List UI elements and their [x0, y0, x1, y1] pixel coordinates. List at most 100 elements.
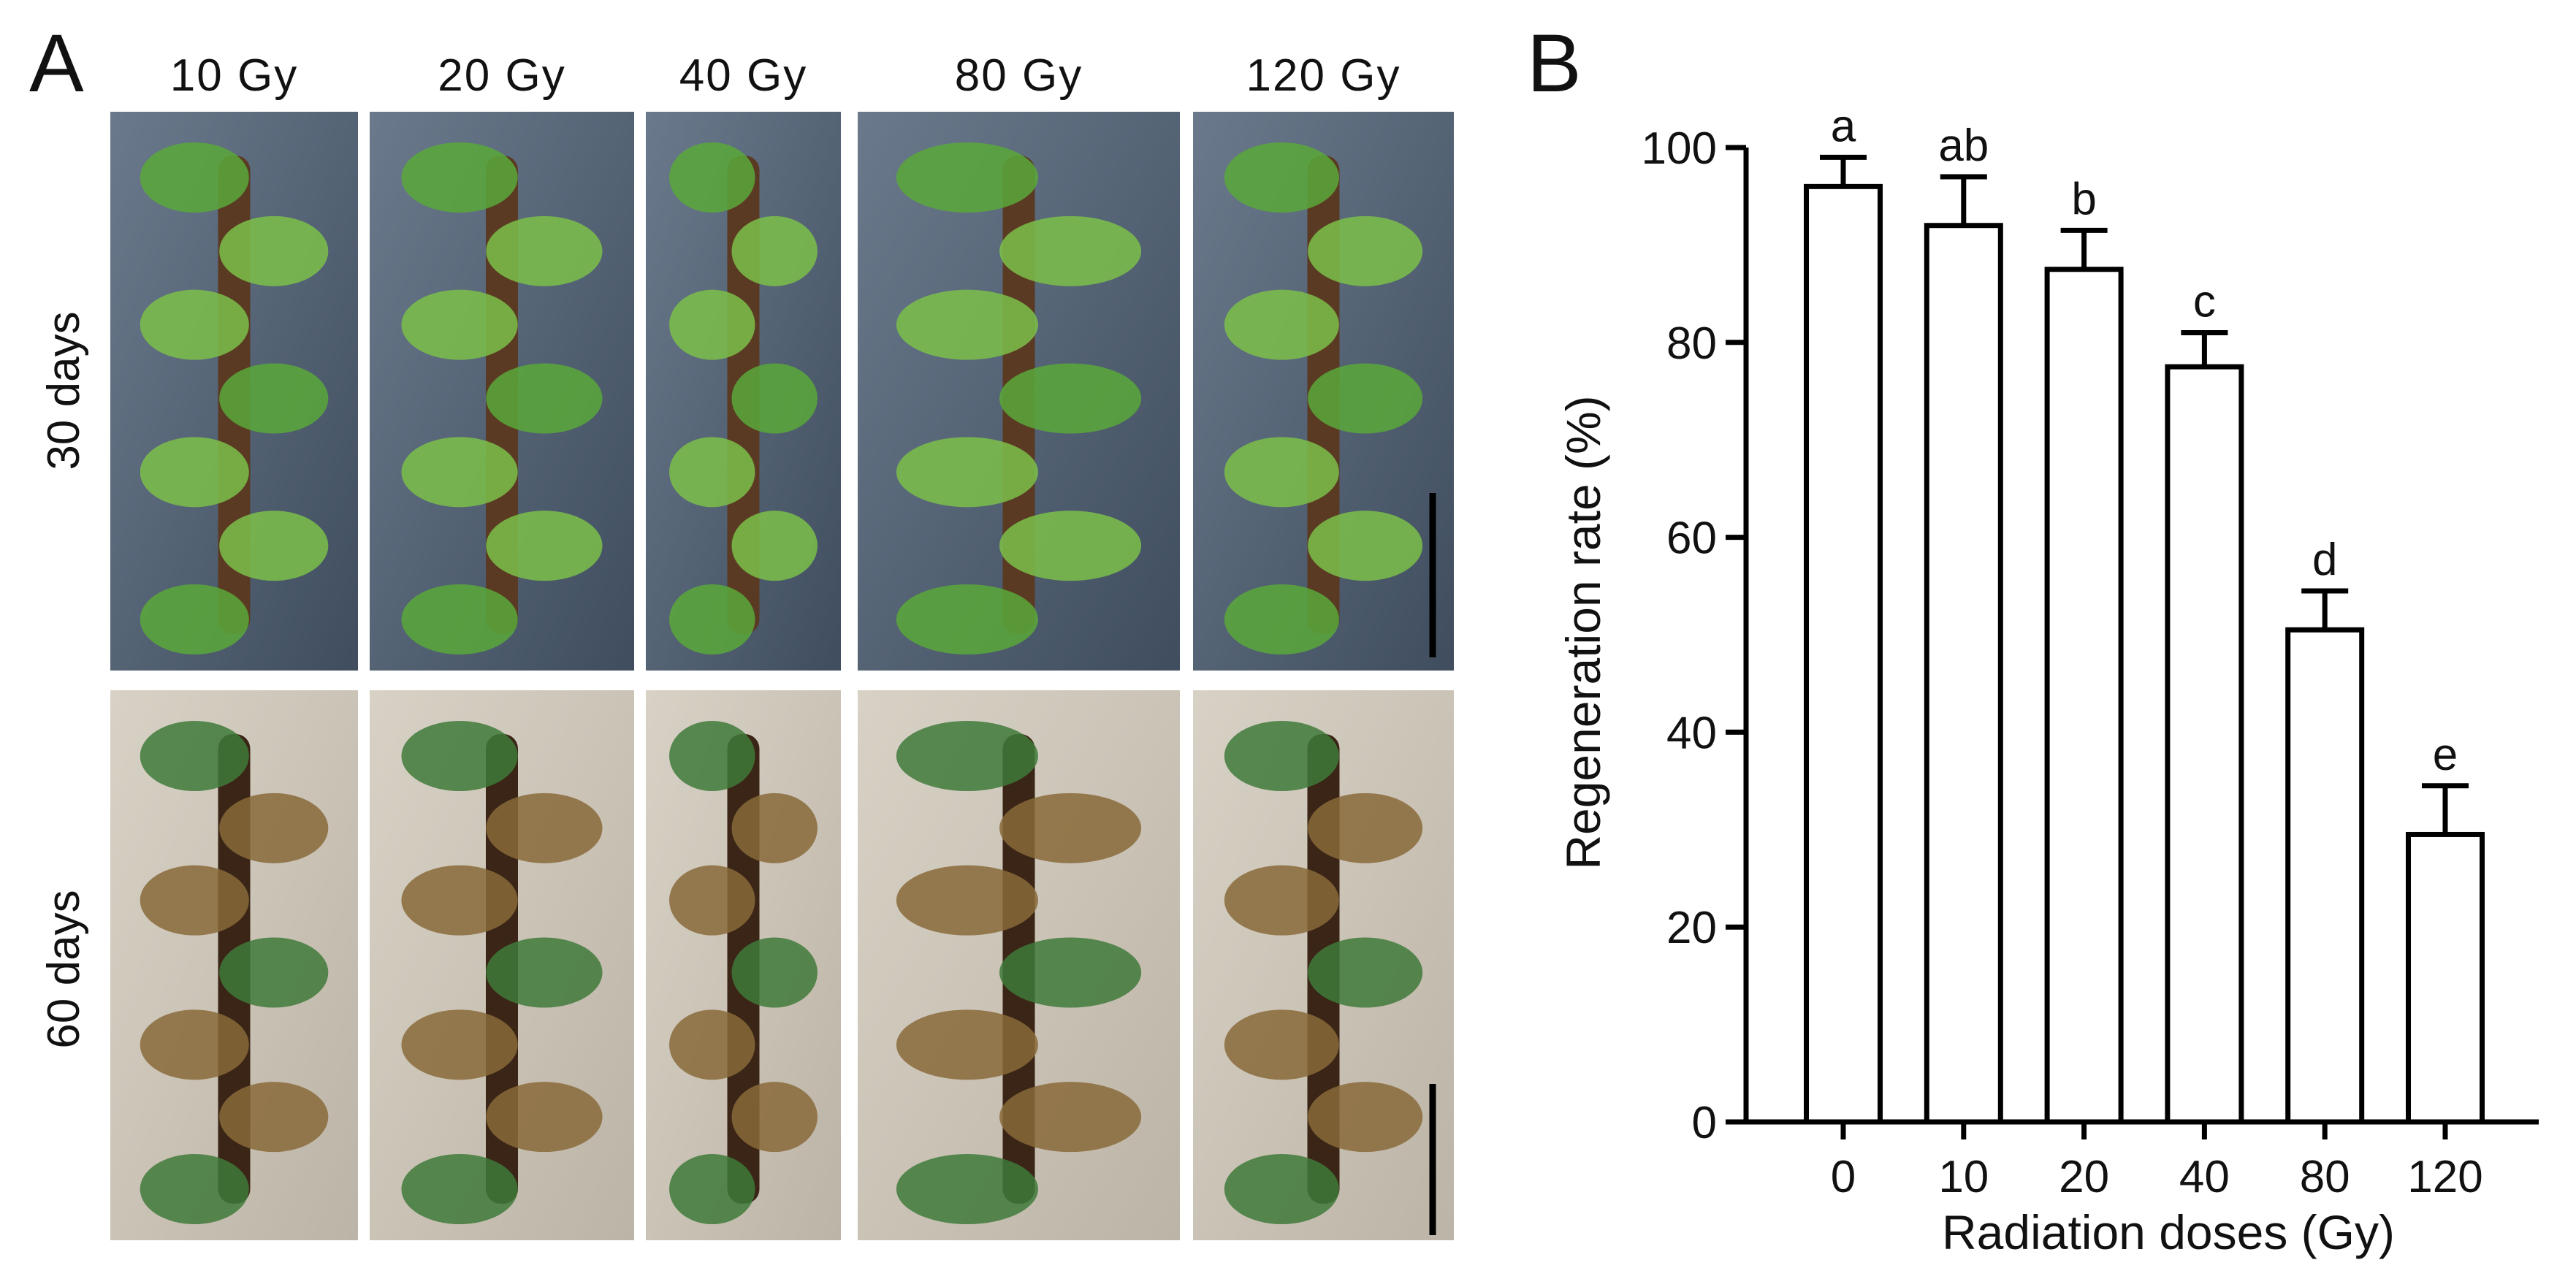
- leaf: [140, 289, 249, 360]
- leaf: [486, 363, 603, 434]
- leaf: [1308, 215, 1423, 286]
- leaf: [896, 865, 1038, 936]
- x-tick-label: 120: [2407, 1152, 2482, 1202]
- panel-label: A: [29, 18, 84, 109]
- leaf: [669, 1009, 755, 1080]
- bar: [2285, 627, 2365, 1125]
- leaf: [401, 865, 518, 936]
- leaf: [401, 584, 518, 654]
- column-label: 20 Gy: [438, 50, 565, 101]
- leaf: [1224, 865, 1339, 936]
- leaf: [896, 584, 1038, 654]
- x-tick-label: 40: [2179, 1152, 2230, 1202]
- leaf: [1224, 1154, 1339, 1224]
- leaf: [401, 1154, 518, 1224]
- significance-letter: e: [2433, 730, 2458, 780]
- x-tick-label: 20: [2059, 1152, 2109, 1202]
- leaf: [999, 215, 1142, 286]
- leaf: [1224, 1009, 1339, 1080]
- row-label: 30 days: [39, 311, 89, 470]
- leaf: [1308, 937, 1423, 1008]
- leaf: [999, 1082, 1142, 1153]
- leaf: [140, 721, 249, 791]
- leaf: [669, 142, 755, 213]
- leaf: [486, 511, 603, 581]
- leaf: [669, 584, 755, 654]
- leaf: [401, 142, 518, 213]
- leaf: [486, 215, 603, 286]
- leaf: [140, 1154, 249, 1224]
- y-tick-label: 0: [1692, 1098, 1717, 1148]
- y-tick-label: 100: [1642, 123, 1717, 174]
- leaf: [1224, 584, 1339, 654]
- bar: [1924, 223, 2003, 1125]
- significance-letter: d: [2312, 535, 2337, 585]
- leaf: [999, 793, 1142, 863]
- leaf: [401, 289, 518, 360]
- leaf: [1308, 1082, 1423, 1153]
- y-axis-title: Regeneration rate (%): [1556, 395, 1610, 869]
- bar: [2165, 364, 2244, 1125]
- leaf: [896, 289, 1038, 360]
- leaf: [669, 721, 755, 791]
- significance-letter: b: [2071, 174, 2096, 224]
- leaf: [731, 793, 818, 863]
- leaf: [1224, 142, 1339, 213]
- x-tick-label: 80: [2300, 1152, 2350, 1202]
- leaf: [896, 142, 1038, 213]
- leaf: [140, 865, 249, 936]
- leaf: [999, 937, 1142, 1008]
- leaf: [669, 1154, 755, 1224]
- leaf: [219, 363, 329, 434]
- leaf: [896, 1009, 1038, 1080]
- y-tick-label: 60: [1666, 513, 1717, 564]
- leaf: [219, 1082, 329, 1153]
- leaf: [731, 937, 818, 1008]
- row-label: 60 days: [39, 890, 89, 1048]
- leaf: [219, 937, 329, 1008]
- leaf: [401, 721, 518, 791]
- leaf: [896, 1154, 1038, 1224]
- photo-panel: [110, 112, 1454, 1240]
- bar: [2406, 831, 2485, 1125]
- leaf: [486, 1082, 603, 1153]
- column-label: 10 Gy: [170, 50, 298, 101]
- column-label: 80 Gy: [955, 50, 1083, 101]
- leaf: [669, 865, 755, 936]
- leaf: [731, 511, 818, 581]
- leaf: [486, 793, 603, 863]
- y-tick-label: 40: [1666, 708, 1717, 758]
- leaf: [1308, 793, 1423, 863]
- leaf: [1308, 511, 1423, 581]
- x-tick-label: 10: [1938, 1152, 1989, 1202]
- leaf: [140, 437, 249, 508]
- x-tick-label: 0: [1831, 1152, 1856, 1202]
- bar-chart: 0 20 40 60 80 100 0 a 10 ab 20 b 40 c 80 d 120 e: [1642, 101, 2539, 1202]
- leaf: [999, 363, 1142, 434]
- leaf: [486, 937, 603, 1008]
- bar: [1804, 183, 1883, 1125]
- leaf: [1224, 289, 1339, 360]
- leaf: [219, 215, 329, 286]
- leaf: [140, 142, 249, 213]
- leaf: [731, 215, 818, 286]
- significance-letter: a: [1831, 101, 1856, 151]
- panel-label: B: [1527, 18, 1582, 109]
- leaf: [140, 584, 249, 654]
- leaf: [731, 1082, 818, 1153]
- leaf: [669, 289, 755, 360]
- leaf: [896, 721, 1038, 791]
- leaf: [999, 511, 1142, 581]
- significance-letter: ab: [1938, 121, 1989, 171]
- leaf: [669, 437, 755, 508]
- significance-letter: c: [2193, 276, 2216, 326]
- leaf: [401, 437, 518, 508]
- y-tick-label: 80: [1666, 318, 1717, 369]
- leaf: [140, 1009, 249, 1080]
- leaf: [401, 1009, 518, 1080]
- leaf: [1224, 437, 1339, 508]
- bar: [2044, 267, 2124, 1125]
- y-tick-label: 20: [1666, 903, 1717, 953]
- leaf: [1224, 721, 1339, 791]
